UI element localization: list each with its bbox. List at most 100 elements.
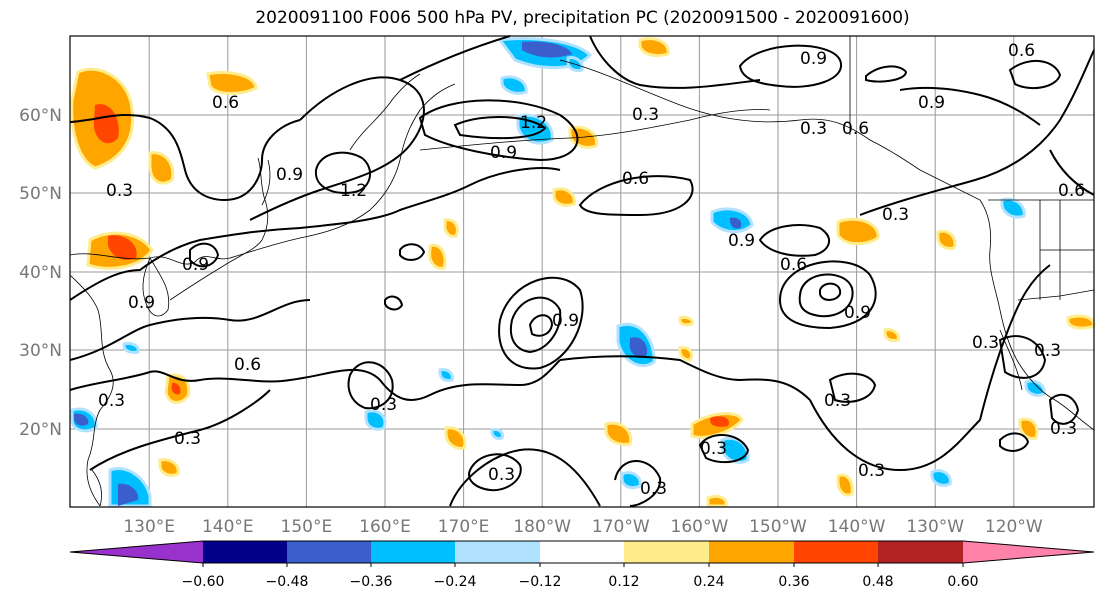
coastline-korea [142, 257, 170, 317]
contour-label: 0.3 [106, 181, 133, 201]
longitude-label: 170°W [592, 517, 650, 537]
pv-contour [498, 276, 584, 370]
pv-contour [819, 282, 842, 301]
pv-contour [589, 35, 761, 89]
pv-contour [758, 224, 830, 257]
precip-patch [500, 75, 528, 95]
colorbar-segment [371, 541, 455, 563]
precip-patch [720, 436, 750, 464]
pv-contour [510, 296, 562, 354]
colorbar-tick-label: −0.48 [266, 574, 309, 590]
contour-label: 0.6 [234, 355, 261, 375]
chart-title: 2020091100 F006 500 hPa PV, precipitatio… [255, 8, 910, 28]
pv-contour [1048, 393, 1080, 425]
coastline-kamchatka [349, 73, 421, 151]
colorbar-tick-label: −0.36 [350, 574, 393, 590]
precip-patch [490, 428, 504, 440]
contour-label: 0.6 [1058, 181, 1085, 201]
precip-patch [522, 41, 572, 58]
colorbar-tick-label: −0.24 [434, 574, 477, 590]
colorbar-segment [455, 541, 540, 563]
contour-label: 0.9 [182, 255, 209, 275]
pv-contour [347, 361, 394, 410]
colorbar-tick-labels: −0.60 −0.48 −0.36 −0.24 −0.12 0.12 0.24 0.36 0.4… [182, 563, 979, 590]
pv-contour [859, 49, 1095, 216]
precip-patch [936, 229, 957, 250]
pv-contour [828, 372, 877, 403]
precip-patch [93, 104, 119, 144]
precip-patch [706, 494, 728, 508]
coastline-na-west [919, 169, 1095, 431]
pv-contour [1049, 149, 1095, 196]
coastline-philippines [91, 469, 102, 507]
pv-contour [399, 35, 511, 81]
pv-contour [69, 113, 301, 202]
pv-contour [698, 433, 750, 464]
longitude-label: 140°E [202, 517, 254, 537]
pv-contour [89, 389, 271, 471]
longitude-label: 150°W [749, 517, 807, 537]
pv-contour [453, 115, 547, 140]
coastline-china [69, 274, 114, 507]
longitude-label: 160°E [359, 517, 411, 537]
colorbar-tick-label: 0.24 [693, 574, 724, 590]
colorbar-segment [709, 541, 794, 563]
precip-patch [74, 413, 89, 426]
coastline-asia [69, 83, 456, 265]
precip-patch [438, 368, 454, 382]
precip-patch [620, 471, 642, 490]
pv-contour [449, 448, 601, 507]
contour-label: 0.6 [622, 169, 649, 189]
colorbar-tick-label: 0.36 [778, 574, 809, 590]
contour-label: 0.9 [490, 143, 517, 163]
contour-label: 0.6 [842, 119, 869, 139]
contour-label: 0.3 [800, 119, 827, 139]
precip-patch [836, 217, 880, 246]
precip-patch [148, 151, 175, 185]
pv-contour [189, 242, 220, 268]
contour-label: 0.3 [1050, 419, 1077, 439]
border-states [1039, 200, 1094, 300]
contour-label: 0.9 [728, 231, 755, 251]
colorbar-segment [794, 541, 878, 563]
latitude-tick-labels: 60°N 50°N 40°N 30°N 20°N [19, 106, 62, 440]
coastline-japan [169, 157, 269, 301]
coastline-baja [999, 329, 1023, 391]
precip-patch [552, 187, 576, 207]
contour-label: 0.3 [824, 391, 851, 411]
pv-contour [738, 44, 843, 88]
pv-contour [314, 151, 371, 194]
precip-patch [1024, 379, 1046, 397]
pv-contour [999, 432, 1030, 452]
precip-patch [638, 37, 670, 58]
coastline-aleutians [419, 109, 771, 151]
longitude-label: 130°E [123, 517, 175, 537]
contour-label: 0.3 [98, 391, 125, 411]
pv-contour [578, 175, 694, 217]
precip-patch [678, 316, 694, 327]
precip-patch [730, 217, 742, 229]
colorbar: −0.60 −0.48 −0.36 −0.24 −0.12 0.12 0.24 0.36 0.4… [69, 540, 1095, 590]
colorbar-segment [963, 541, 1094, 563]
colorbar-segment [878, 541, 963, 563]
contour-label: 0.6 [780, 255, 807, 275]
precip-patch [206, 71, 258, 95]
contour-label: 0.3 [882, 205, 909, 225]
pv-contour [528, 314, 554, 337]
pv-contour [69, 359, 561, 401]
contour-label: 0.9 [128, 293, 155, 313]
colorbar-tick-label: 0.60 [947, 574, 978, 590]
latitude-label: 60°N [19, 106, 62, 126]
colorbar-segment [540, 541, 624, 563]
pv-contour [809, 399, 981, 472]
colorbar-segment [624, 541, 709, 563]
contour-label: 0.9 [918, 93, 945, 113]
contour-label: 1.2 [340, 181, 367, 201]
pv-contour [249, 76, 425, 221]
precip-patch [604, 421, 633, 446]
precip-patch [364, 409, 387, 431]
precip-patch [443, 218, 459, 238]
precip-patch [1018, 417, 1039, 440]
precip-patch [444, 426, 467, 450]
longitude-label: 130°W [906, 517, 964, 537]
